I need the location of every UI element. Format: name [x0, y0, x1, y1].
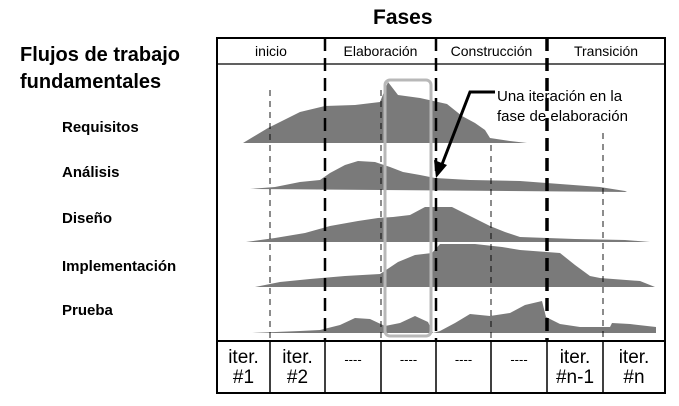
workflow-label-prueba: Prueba — [62, 302, 113, 319]
workflow-label-implementacion: Implementación — [62, 258, 177, 275]
workflow-label-analisis: Análisis — [62, 164, 120, 181]
workflows-heading-line-1: Flujos de trabajo — [20, 44, 181, 66]
annotation-line-1: Una iteración en la — [497, 88, 623, 105]
annotation-arrow-line — [439, 90, 495, 168]
iteration-cell-1: iter. #1 — [217, 348, 270, 388]
iteration-cell-2: iter. #2 — [270, 348, 325, 388]
workflows-heading-line-2: fundamentales — [20, 71, 162, 93]
iteration-label: iter. — [228, 347, 259, 368]
phase-label-inicio: inicio — [255, 43, 287, 59]
iteration-annotation: Una iteración en la fase de elaboración — [497, 87, 628, 127]
curve-analisis — [250, 161, 627, 192]
diagram-title: Fases — [373, 6, 433, 29]
curve-prueba — [252, 301, 656, 333]
iteration-cell-3: ---- — [344, 352, 362, 367]
iteration-label: iter. — [618, 347, 650, 368]
iteration-cell-5: ---- — [454, 352, 473, 367]
iteration-cell-6: ---- — [510, 352, 528, 367]
iteration-label: iter. — [559, 347, 591, 368]
iteration-number: #1 — [232, 367, 255, 388]
iteration-number: #2 — [286, 367, 309, 388]
phase-label-construccion: Construcción — [450, 43, 533, 59]
annotation-arrow-head — [434, 160, 447, 178]
iteration-cell-4: ---- — [399, 352, 418, 367]
workflow-label-requisitos: Requisitos — [62, 119, 139, 136]
diagram-frame — [216, 37, 666, 394]
phase-label-elaboracion: Elaboración — [343, 43, 418, 59]
workflows-heading: Flujos de trabajo fundamentales — [20, 42, 180, 96]
iteration-cell-7: iter. #n-1 — [547, 348, 603, 388]
workflow-label-diseno: Diseño — [62, 210, 113, 227]
highlighted-iteration-box — [383, 78, 433, 338]
curve-implementacion — [255, 244, 655, 287]
phase-label-transicion: Transición — [573, 43, 639, 59]
curve-diseno — [246, 207, 650, 242]
annotation-line-2: fase de elaboración — [497, 108, 628, 125]
iteration-label: iter. — [282, 347, 313, 368]
iteration-number: #n — [623, 367, 645, 388]
iteration-number: #n-1 — [555, 367, 595, 388]
iteration-cell-8: iter. #n — [603, 348, 665, 388]
